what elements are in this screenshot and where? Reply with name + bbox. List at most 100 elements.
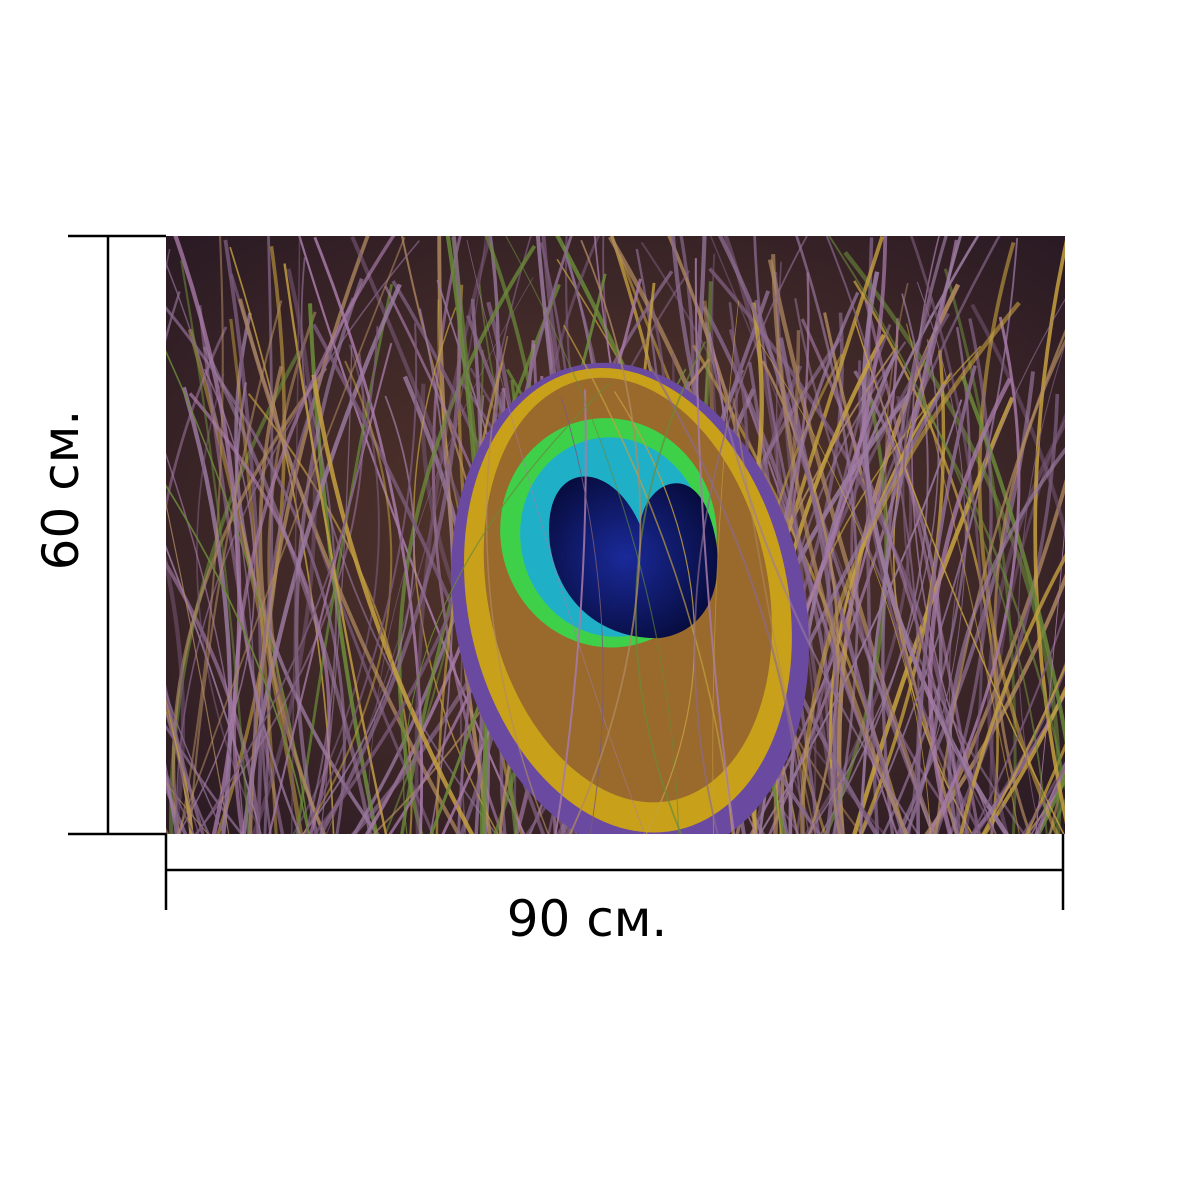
feather-strand [788, 352, 898, 834]
feather-strand [166, 261, 256, 834]
feather-strand [181, 386, 233, 834]
feather-strand [166, 698, 194, 834]
feather-strand [1017, 342, 1065, 834]
feather-strand [290, 236, 301, 834]
feather-strand [229, 246, 335, 834]
feather-strand [771, 254, 909, 834]
feather-strand [1021, 765, 1065, 834]
feather-strand [704, 322, 920, 834]
feather-strand [263, 236, 274, 834]
feather-strand [981, 664, 1065, 834]
feather-strand [977, 241, 1059, 834]
feather-strand [1067, 221, 1093, 866]
feather-strand [800, 301, 1021, 834]
feather-strand [435, 362, 504, 834]
feather-strand [924, 573, 1065, 834]
feather-strand [1057, 355, 1113, 871]
feather-strand [1024, 742, 1065, 834]
feather-strand [202, 346, 373, 834]
feather-strand [367, 277, 534, 834]
feather-strand [881, 236, 948, 834]
feather-strand [303, 322, 418, 834]
feather-strand [859, 236, 963, 834]
feather-strand [166, 554, 186, 834]
feather-strand [767, 259, 936, 834]
feather-strand [560, 395, 604, 834]
feather-strand [166, 248, 200, 834]
feather-strand [1081, 385, 1200, 884]
feather-strand [251, 268, 317, 834]
feather-strand [884, 282, 971, 834]
feather-strand [258, 365, 327, 834]
feather-strand [1035, 522, 1065, 834]
feather-strand [320, 345, 353, 834]
feather-strand [948, 298, 1065, 834]
width-label: 90 см. [507, 890, 668, 948]
feather-strand [485, 335, 550, 834]
feather-strand [947, 447, 1065, 834]
feather-strand [1063, 394, 1200, 864]
feather-strand [717, 236, 838, 834]
feather-strand [712, 300, 740, 834]
feather-strand [1075, 398, 1165, 863]
feather-strand [304, 385, 337, 834]
dimension-lines [68, 234, 1065, 910]
feather-strand [301, 395, 415, 834]
feather-strand [188, 300, 283, 834]
feather-strand [46, 316, 184, 874]
feather-strand [177, 237, 406, 834]
feather-strand [858, 350, 946, 834]
feather-strand [223, 239, 263, 834]
feather-strand [1096, 229, 1162, 859]
feather-strand [927, 377, 1012, 834]
feather-strand [987, 419, 1065, 834]
feather-strand [795, 236, 859, 834]
feather-strand [403, 383, 610, 834]
feather-strand [911, 236, 997, 834]
feather-strand [312, 323, 546, 834]
feather-strand [1033, 239, 1065, 825]
feather-strand [166, 690, 225, 834]
feather-strand [972, 661, 1065, 834]
feather-strand [412, 307, 499, 834]
eye-pupil [549, 476, 718, 639]
feather-strand [959, 553, 1065, 834]
feather-strand [166, 326, 228, 834]
feather-strand [861, 237, 1019, 834]
feather-strand [302, 360, 393, 834]
feather-strand [971, 609, 1065, 834]
feather-strand [325, 236, 487, 834]
feather-strand [166, 782, 188, 834]
feather-strand [563, 324, 734, 834]
feather-strand [177, 368, 256, 834]
feather-strand [934, 329, 1065, 834]
feather-strand [166, 501, 230, 834]
feather-strand [196, 373, 263, 834]
feather-strand [466, 239, 646, 834]
feather-strand [825, 236, 920, 834]
feather-strand [569, 239, 642, 834]
feather-strand [902, 298, 997, 834]
feather-strand [166, 484, 310, 834]
feather-strand [900, 281, 966, 834]
feather-strand [693, 236, 808, 834]
feather-strand [807, 339, 940, 834]
feather-strand [554, 389, 587, 834]
feather-strand [905, 323, 1020, 834]
feather-strand [800, 318, 969, 834]
feather-strand [843, 251, 1062, 834]
feather-strand [166, 768, 195, 834]
feather-strand [311, 374, 475, 834]
feather-strand [437, 236, 492, 834]
feather-strand [694, 258, 736, 834]
feather-strand [1069, 207, 1200, 861]
feather-strand [505, 236, 680, 834]
feather-strand [756, 338, 931, 834]
feather-strand [260, 297, 355, 834]
feather-strand [241, 283, 402, 834]
feather-strand [732, 397, 817, 834]
height-label: 60 см. [32, 410, 90, 571]
feather-strand [268, 342, 393, 834]
